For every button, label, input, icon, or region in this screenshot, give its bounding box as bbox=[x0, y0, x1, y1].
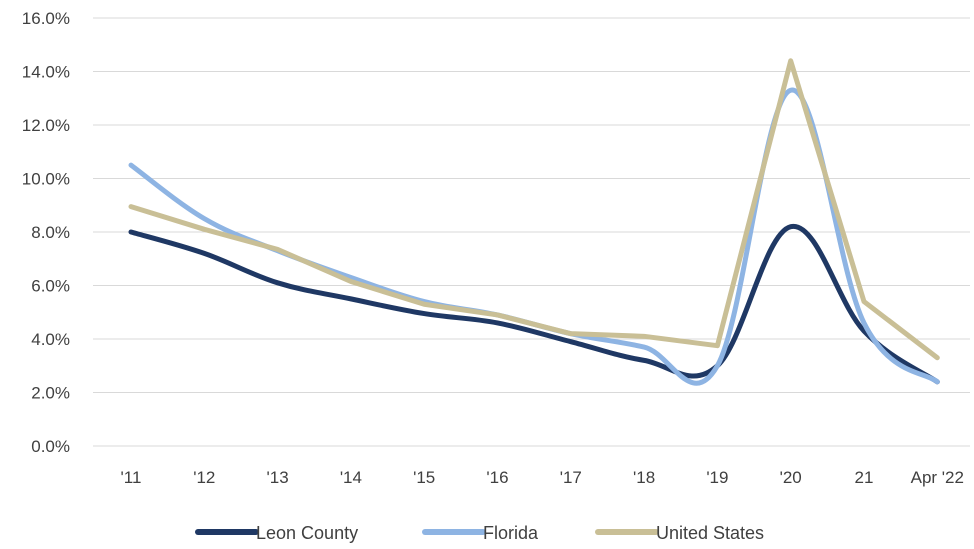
y-tick-label: 14.0% bbox=[22, 63, 70, 82]
y-tick-label: 12.0% bbox=[22, 116, 70, 135]
y-tick-label: 8.0% bbox=[31, 223, 70, 242]
x-tick-label: Apr '22 bbox=[911, 468, 964, 487]
x-tick-label: '13 bbox=[267, 468, 289, 487]
y-tick-label: 4.0% bbox=[31, 330, 70, 349]
x-tick-label: '19 bbox=[706, 468, 728, 487]
x-tick-label: '16 bbox=[486, 468, 508, 487]
y-tick-label: 16.0% bbox=[22, 9, 70, 28]
gridlines bbox=[93, 17, 970, 447]
x-tick-label: '17 bbox=[560, 468, 582, 487]
x-tick-label: '12 bbox=[193, 468, 215, 487]
y-tick-label: 10.0% bbox=[22, 170, 70, 189]
x-tick-label: '15 bbox=[413, 468, 435, 487]
x-axis-tick-labels: '11 '12 '13 '14 '15 '16 '17 '18 '19 '20 21 Apr '22 bbox=[121, 468, 964, 487]
y-tick-label: 0.0% bbox=[31, 437, 70, 456]
legend: Leon County Florida United States bbox=[195, 523, 764, 543]
x-tick-label: 21 bbox=[855, 468, 874, 487]
x-tick-label: '20 bbox=[780, 468, 802, 487]
series-lines bbox=[128, 58, 940, 386]
x-tick-label: '11 bbox=[121, 468, 142, 487]
series-line-united-states bbox=[128, 58, 940, 361]
legend-label-florida: Florida bbox=[483, 523, 539, 543]
x-tick-label: '14 bbox=[340, 468, 362, 487]
legend-label-united-states: United States bbox=[656, 523, 764, 543]
series-line-leon-county bbox=[128, 224, 940, 385]
x-tick-label: '18 bbox=[633, 468, 655, 487]
y-tick-label: 2.0% bbox=[31, 384, 70, 403]
legend-label-leon-county: Leon County bbox=[256, 523, 358, 543]
y-tick-label: 6.0% bbox=[31, 277, 70, 296]
y-axis-tick-labels: 0.0% 2.0% 4.0% 6.0% 8.0% 10.0% 12.0% 14.0% 16.0% bbox=[22, 9, 70, 456]
